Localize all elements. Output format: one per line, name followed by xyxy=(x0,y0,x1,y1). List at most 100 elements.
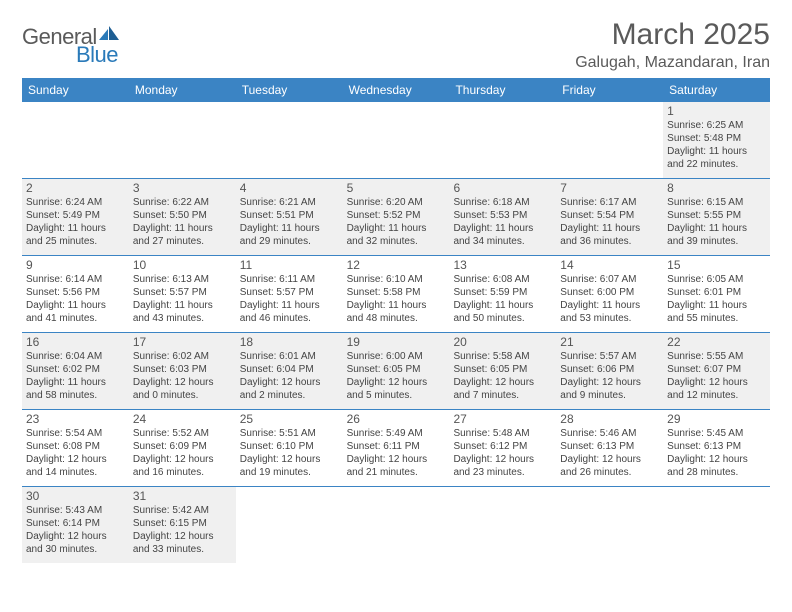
sunset-line: Sunset: 6:02 PM xyxy=(26,364,125,377)
weekday-label: Tuesday xyxy=(236,78,343,102)
calendar-page: GeneralBlue March 2025 Galugah, Mazandar… xyxy=(0,0,792,573)
sunrise-line: Sunrise: 6:08 AM xyxy=(453,274,552,287)
sunrise-line: Sunrise: 6:01 AM xyxy=(240,351,339,364)
day-number: 20 xyxy=(453,335,552,350)
day-number: 30 xyxy=(26,489,125,504)
sunset-line: Sunset: 6:04 PM xyxy=(240,364,339,377)
sunrise-line: Sunrise: 5:55 AM xyxy=(667,351,766,364)
sunrise-line: Sunrise: 5:48 AM xyxy=(453,428,552,441)
day-cell: 22Sunrise: 5:55 AMSunset: 6:07 PMDayligh… xyxy=(663,333,770,409)
sunrise-line: Sunrise: 5:43 AM xyxy=(26,505,125,518)
day-number: 2 xyxy=(26,181,125,196)
weekday-header: SundayMondayTuesdayWednesdayThursdayFrid… xyxy=(22,78,770,102)
sunset-line: Sunset: 5:54 PM xyxy=(560,210,659,223)
daylight-line: Daylight: 12 hours and 21 minutes. xyxy=(347,454,446,480)
sunrise-line: Sunrise: 6:02 AM xyxy=(133,351,232,364)
daylight-line: Daylight: 11 hours and 36 minutes. xyxy=(560,223,659,249)
daylight-line: Daylight: 12 hours and 14 minutes. xyxy=(26,454,125,480)
daylight-line: Daylight: 11 hours and 43 minutes. xyxy=(133,300,232,326)
sunrise-line: Sunrise: 6:20 AM xyxy=(347,197,446,210)
day-number: 10 xyxy=(133,258,232,273)
sunset-line: Sunset: 5:50 PM xyxy=(133,210,232,223)
sunset-line: Sunset: 6:12 PM xyxy=(453,441,552,454)
day-cell: 9Sunrise: 6:14 AMSunset: 5:56 PMDaylight… xyxy=(22,256,129,332)
day-number: 4 xyxy=(240,181,339,196)
sunrise-line: Sunrise: 6:14 AM xyxy=(26,274,125,287)
sunset-line: Sunset: 6:00 PM xyxy=(560,287,659,300)
empty-cell xyxy=(236,487,343,563)
day-cell: 1Sunrise: 6:25 AMSunset: 5:48 PMDaylight… xyxy=(663,102,770,178)
sunrise-line: Sunrise: 6:24 AM xyxy=(26,197,125,210)
title-block: March 2025 Galugah, Mazandaran, Iran xyxy=(575,18,770,72)
empty-cell xyxy=(236,102,343,178)
day-number: 16 xyxy=(26,335,125,350)
logo-text-blue: Blue xyxy=(76,42,118,68)
sunset-line: Sunset: 5:55 PM xyxy=(667,210,766,223)
day-number: 23 xyxy=(26,412,125,427)
sunset-line: Sunset: 6:13 PM xyxy=(667,441,766,454)
daylight-line: Daylight: 11 hours and 34 minutes. xyxy=(453,223,552,249)
day-number: 24 xyxy=(133,412,232,427)
day-cell: 26Sunrise: 5:49 AMSunset: 6:11 PMDayligh… xyxy=(343,410,450,486)
daylight-line: Daylight: 11 hours and 55 minutes. xyxy=(667,300,766,326)
weeks-container: 1Sunrise: 6:25 AMSunset: 5:48 PMDaylight… xyxy=(22,102,770,563)
sunrise-line: Sunrise: 6:21 AM xyxy=(240,197,339,210)
week-row: 1Sunrise: 6:25 AMSunset: 5:48 PMDaylight… xyxy=(22,102,770,179)
sunrise-line: Sunrise: 6:07 AM xyxy=(560,274,659,287)
sunset-line: Sunset: 5:48 PM xyxy=(667,133,766,146)
sunrise-line: Sunrise: 5:54 AM xyxy=(26,428,125,441)
sunrise-line: Sunrise: 5:49 AM xyxy=(347,428,446,441)
daylight-line: Daylight: 12 hours and 30 minutes. xyxy=(26,531,125,557)
sunset-line: Sunset: 5:53 PM xyxy=(453,210,552,223)
header: GeneralBlue March 2025 Galugah, Mazandar… xyxy=(22,18,770,72)
empty-cell xyxy=(449,102,556,178)
day-cell: 5Sunrise: 6:20 AMSunset: 5:52 PMDaylight… xyxy=(343,179,450,255)
sunset-line: Sunset: 6:07 PM xyxy=(667,364,766,377)
sunrise-line: Sunrise: 6:10 AM xyxy=(347,274,446,287)
day-cell: 7Sunrise: 6:17 AMSunset: 5:54 PMDaylight… xyxy=(556,179,663,255)
day-number: 21 xyxy=(560,335,659,350)
weekday-label: Wednesday xyxy=(343,78,450,102)
sunrise-line: Sunrise: 5:45 AM xyxy=(667,428,766,441)
daylight-line: Daylight: 12 hours and 16 minutes. xyxy=(133,454,232,480)
daylight-line: Daylight: 12 hours and 2 minutes. xyxy=(240,377,339,403)
sunrise-line: Sunrise: 6:15 AM xyxy=(667,197,766,210)
day-cell: 4Sunrise: 6:21 AMSunset: 5:51 PMDaylight… xyxy=(236,179,343,255)
daylight-line: Daylight: 12 hours and 33 minutes. xyxy=(133,531,232,557)
week-row: 9Sunrise: 6:14 AMSunset: 5:56 PMDaylight… xyxy=(22,256,770,333)
sunrise-line: Sunrise: 6:13 AM xyxy=(133,274,232,287)
daylight-line: Daylight: 12 hours and 5 minutes. xyxy=(347,377,446,403)
sunrise-line: Sunrise: 5:57 AM xyxy=(560,351,659,364)
daylight-line: Daylight: 11 hours and 22 minutes. xyxy=(667,146,766,172)
day-cell: 24Sunrise: 5:52 AMSunset: 6:09 PMDayligh… xyxy=(129,410,236,486)
empty-cell xyxy=(663,487,770,563)
day-number: 1 xyxy=(667,104,766,119)
day-number: 26 xyxy=(347,412,446,427)
daylight-line: Daylight: 11 hours and 41 minutes. xyxy=(26,300,125,326)
daylight-line: Daylight: 12 hours and 23 minutes. xyxy=(453,454,552,480)
day-cell: 30Sunrise: 5:43 AMSunset: 6:14 PMDayligh… xyxy=(22,487,129,563)
sunset-line: Sunset: 6:03 PM xyxy=(133,364,232,377)
day-number: 25 xyxy=(240,412,339,427)
sunrise-line: Sunrise: 6:25 AM xyxy=(667,120,766,133)
sunset-line: Sunset: 6:10 PM xyxy=(240,441,339,454)
empty-cell xyxy=(343,102,450,178)
week-row: 16Sunrise: 6:04 AMSunset: 6:02 PM Dayligh… xyxy=(22,333,770,410)
day-cell: 23Sunrise: 5:54 AMSunset: 6:08 PMDayligh… xyxy=(22,410,129,486)
day-number: 28 xyxy=(560,412,659,427)
sunset-line: Sunset: 5:57 PM xyxy=(133,287,232,300)
daylight-line: Daylight: 11 hours and 48 minutes. xyxy=(347,300,446,326)
day-number: 19 xyxy=(347,335,446,350)
daylight-line: Daylight: 12 hours and 19 minutes. xyxy=(240,454,339,480)
empty-cell xyxy=(22,102,129,178)
day-cell: 27Sunrise: 5:48 AMSunset: 6:12 PMDayligh… xyxy=(449,410,556,486)
sunset-line: Sunset: 5:58 PM xyxy=(347,287,446,300)
sunrise-line: Sunrise: 6:04 AM xyxy=(26,351,125,364)
daylight-line: Daylight: 12 hours and 7 minutes. xyxy=(453,377,552,403)
sunset-line: Sunset: 6:11 PM xyxy=(347,441,446,454)
daylight-line: Daylight: 11 hours and 53 minutes. xyxy=(560,300,659,326)
empty-cell xyxy=(449,487,556,563)
sunrise-line: Sunrise: 6:18 AM xyxy=(453,197,552,210)
sunset-line: Sunset: 6:13 PM xyxy=(560,441,659,454)
daylight-line: Daylight: 11 hours and 25 minutes. xyxy=(26,223,125,249)
